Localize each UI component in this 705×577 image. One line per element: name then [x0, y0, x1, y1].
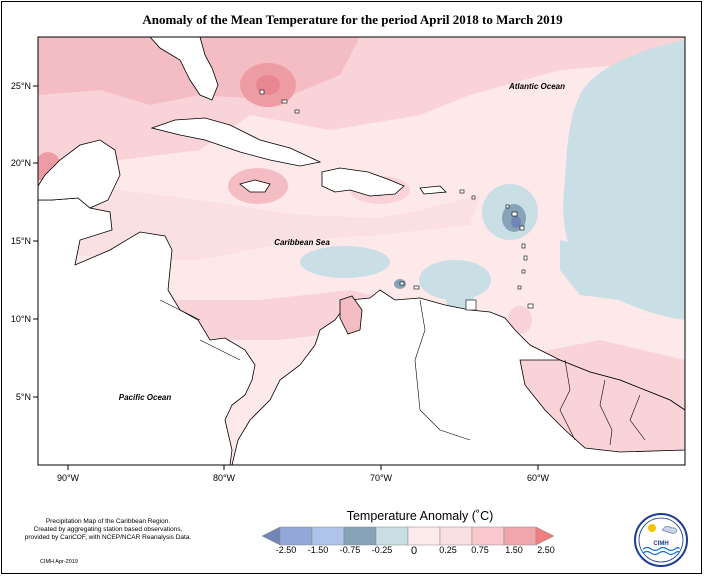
cimh-logo: CIMH [634, 513, 688, 567]
caribbean-sea-label: Caribbean Sea [274, 238, 330, 247]
warm-anomaly-tobago [508, 306, 532, 334]
puerto-rico-land [419, 185, 447, 195]
lat-label-25n: 25°N [11, 81, 31, 91]
credits-line: Precipitation Map of the Caribbean Regio… [45, 518, 171, 525]
guianas-anomaly-land [519, 359, 685, 453]
colorbar-segment-4 [375, 526, 409, 546]
country-borders [159, 299, 646, 446]
colorbar-segment-3 [343, 526, 377, 546]
cool-anomaly-east-venezuela-basin [419, 260, 491, 300]
colorbar-segment-2 [311, 526, 345, 546]
lat-label-20n: 20°N [11, 158, 31, 168]
legend-title: Temperature Anomaly (˚C) [346, 509, 494, 523]
hispaniola-land [321, 167, 405, 197]
pacific-ocean-label: Pacific Ocean [119, 393, 172, 402]
lake-maracaibo [339, 295, 363, 335]
colorbar-tick: 0 [411, 545, 417, 557]
colorbar-segment-1 [279, 526, 313, 546]
colorbar-segment-max [535, 526, 555, 546]
colorbar-segment-5 [407, 526, 441, 546]
wave-icon [642, 546, 680, 552]
colorbar-tick: 2.50 [537, 545, 555, 555]
cloud-icon [661, 526, 678, 534]
colorbar: -2.50 -1.50 -0.75 -0.25 0 0.25 0.75 1.50… [261, 526, 555, 557]
lon-label-80w: 80°W [213, 473, 236, 483]
colorbar-tick: -2.50 [276, 545, 297, 555]
lon-label-90w: 90°W [57, 473, 80, 483]
atlantic-ocean-label: Atlantic Ocean [508, 82, 565, 91]
credits-line: Created by aggregating station based obs… [33, 526, 183, 533]
logo-text: CIMH [653, 541, 668, 547]
colorbar-segment-8 [503, 526, 537, 546]
colorbar-segment-7 [471, 526, 505, 546]
map-border [37, 36, 686, 466]
lat-label-10n: 10°N [11, 314, 31, 324]
jamaica-land [239, 179, 271, 193]
cool-anomaly-east-caribbean [560, 240, 630, 300]
lesser-antilles-islands [259, 89, 534, 311]
colorbar-tick: -1.50 [308, 545, 329, 555]
credits-date: CIMH Apr-2019 [40, 559, 78, 565]
colorbar-tick: 1.50 [505, 545, 523, 555]
colorbar-tick: 0.25 [439, 545, 457, 555]
latitude-axis: 25°N 20°N 15°N 10°N 5°N [11, 81, 38, 402]
lat-label-5n: 5°N [16, 392, 31, 402]
colorbar-tick: -0.75 [340, 545, 361, 555]
colorbar-segment-6 [439, 526, 473, 546]
credits-line: provided by CariCOF, with NCEP/NCAR Rean… [24, 534, 192, 541]
colorbar-tick: -0.25 [372, 545, 393, 555]
warm-anomaly-bahamas-core [256, 75, 280, 95]
lon-label-60w: 60°W [527, 473, 550, 483]
colorbar-segment-min [261, 526, 281, 546]
colorbar-tick: 0.75 [471, 545, 489, 555]
sun-icon [648, 524, 656, 532]
lon-label-70w: 70°W [370, 473, 393, 483]
longitude-axis: 90°W 80°W 70°W 60°W [57, 465, 550, 483]
cool-anomaly-leeward-center [511, 216, 521, 228]
cool-anomaly-west-venezuela-basin [300, 246, 390, 278]
credits-text: Precipitation Map of the Caribbean Regio… [18, 518, 198, 542]
cuba-land [150, 117, 322, 167]
florida-land [149, 37, 219, 101]
yucatan-land [38, 139, 121, 209]
map-title: Anomaly of the Mean Temperature for the … [142, 12, 563, 27]
lat-label-15n: 15°N [11, 236, 31, 246]
